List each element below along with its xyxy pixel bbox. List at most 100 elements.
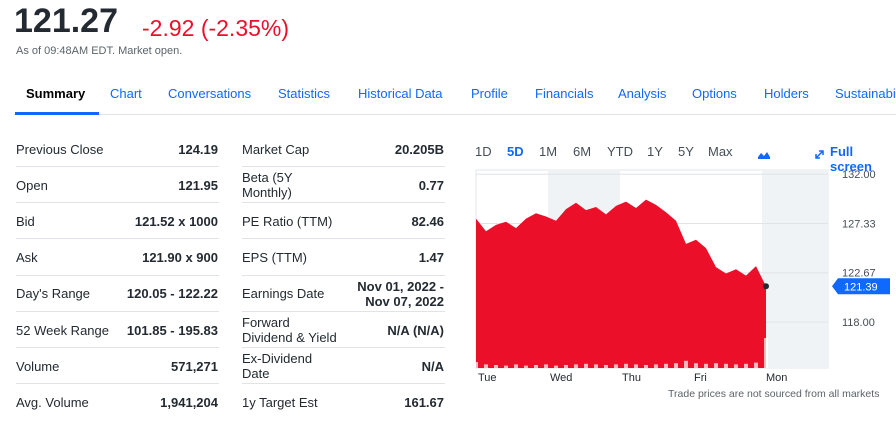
- volume-bar: [504, 365, 508, 368]
- row-value: 20.205B: [394, 141, 444, 157]
- range-button[interactable]: YTD: [607, 144, 633, 159]
- tab[interactable]: Options: [692, 86, 737, 101]
- row-value: 161.67: [404, 394, 444, 410]
- y-tick-label: 122.67: [842, 268, 876, 280]
- expand-icon[interactable]: [815, 150, 824, 159]
- volume-bar: [524, 365, 528, 368]
- y-tick-label: 132.00: [842, 169, 876, 181]
- volume-bar: [484, 364, 488, 368]
- row-label: Ask: [16, 250, 38, 266]
- volume-bar: [684, 360, 688, 368]
- row-label: EPS (TTM): [242, 250, 307, 266]
- market-status: As of 09:48AM EDT. Market open.: [16, 45, 183, 57]
- volume-bar: [654, 364, 658, 368]
- volume-bar: [714, 363, 718, 368]
- row-label: Avg. Volume: [16, 394, 89, 410]
- row-label: Bid: [16, 213, 35, 229]
- volume-bar: [594, 364, 598, 368]
- volume-bar: [674, 363, 678, 368]
- x-tick-label: Wed: [550, 372, 572, 384]
- row-divider: [16, 238, 219, 240]
- range-button[interactable]: 6M: [573, 144, 592, 159]
- row-label: 52 Week Range: [16, 322, 109, 338]
- x-tick-label: Thu: [622, 372, 641, 384]
- volume-bar: [694, 363, 698, 368]
- row-value: 82.46: [411, 213, 444, 229]
- volume-bar: [604, 365, 608, 368]
- closed-session: [762, 170, 828, 368]
- row-divider: [16, 383, 219, 385]
- volume-bar: [614, 364, 618, 368]
- row-value: 571,271: [171, 358, 218, 374]
- row-label: PE Ratio (TTM): [242, 213, 333, 229]
- divider: [14, 114, 896, 115]
- row-label: Open: [16, 177, 48, 193]
- y-tick-label: 118.00: [842, 317, 875, 329]
- row-value: 101.85 - 195.83: [126, 322, 218, 338]
- row-value: 120.05 - 122.22: [126, 286, 218, 302]
- row-label: Previous Close: [16, 141, 104, 157]
- tab[interactable]: Financials: [535, 86, 594, 101]
- tab[interactable]: Statistics: [278, 86, 331, 101]
- volume-bar: [514, 364, 518, 368]
- full-screen[interactable]: Full screen: [830, 144, 872, 174]
- volume-bar: [764, 338, 768, 368]
- volume-bar: [634, 364, 638, 368]
- row-divider: [242, 310, 445, 312]
- row-value: 121.52 x 1000: [134, 213, 218, 229]
- tab[interactable]: Summary: [26, 86, 86, 101]
- volume-bar: [644, 365, 648, 368]
- row-value: 0.77: [418, 177, 444, 193]
- tab[interactable]: Chart: [110, 86, 142, 101]
- row-divider: [242, 274, 445, 276]
- volume-bar: [494, 365, 498, 368]
- x-tick-label: Fri: [694, 372, 707, 384]
- row-value: N/A (N/A): [387, 322, 444, 338]
- volume-bar: [624, 363, 628, 368]
- row-label: Ex-Dividend Date: [242, 351, 313, 382]
- range-button[interactable]: 5D: [507, 144, 524, 159]
- row-divider: [16, 310, 219, 312]
- volume-bar: [554, 365, 558, 368]
- range-button[interactable]: 1D: [475, 144, 492, 159]
- volume-bar: [664, 363, 668, 368]
- volume-bar: [704, 363, 708, 368]
- row-value: Nov 01, 2022 - Nov 07, 2022: [357, 278, 444, 309]
- chart-note: Trade prices are not sourced from all ma…: [668, 388, 879, 400]
- row-divider: [242, 383, 445, 385]
- range-button[interactable]: 1Y: [647, 144, 663, 159]
- range-button[interactable]: 1M: [539, 144, 558, 159]
- tab[interactable]: Historical Data: [358, 86, 443, 101]
- tab[interactable]: Profile: [471, 86, 508, 101]
- last-price-dot: [763, 283, 769, 290]
- range-button[interactable]: 5Y: [678, 144, 694, 159]
- volume-bar: [744, 363, 748, 368]
- active-tab-underline: [15, 112, 99, 115]
- volume-bar: [574, 364, 578, 368]
- row-divider: [16, 202, 219, 204]
- price-change: -2.92 (-2.35%): [142, 15, 290, 41]
- volume-bar: [544, 364, 548, 368]
- range-button[interactable]: Max: [708, 144, 733, 159]
- row-value: 1,941,204: [160, 394, 218, 410]
- tab[interactable]: Sustainability: [835, 86, 896, 101]
- x-tick-label: Tue: [478, 372, 497, 384]
- tab[interactable]: Holders: [764, 86, 809, 101]
- x-tick-label: Mon: [766, 372, 787, 384]
- row-divider: [242, 238, 445, 240]
- row-label: Volume: [16, 358, 60, 374]
- row-label: Market Cap: [242, 141, 310, 157]
- row-divider: [16, 274, 219, 276]
- row-value: 121.90 x 900: [142, 250, 218, 266]
- price-area: [476, 199, 766, 368]
- volume-bar: [724, 363, 728, 368]
- volume-bar: [584, 363, 588, 368]
- row-value: 124.19: [178, 141, 218, 157]
- tab[interactable]: Analysis: [618, 86, 667, 101]
- volume-bar: [534, 365, 538, 368]
- tab[interactable]: Conversations: [168, 86, 252, 101]
- row-divider: [242, 347, 445, 348]
- row-label: Earnings Date: [242, 286, 325, 302]
- volume-bar: [754, 362, 758, 368]
- chart-type-icon[interactable]: [758, 152, 770, 159]
